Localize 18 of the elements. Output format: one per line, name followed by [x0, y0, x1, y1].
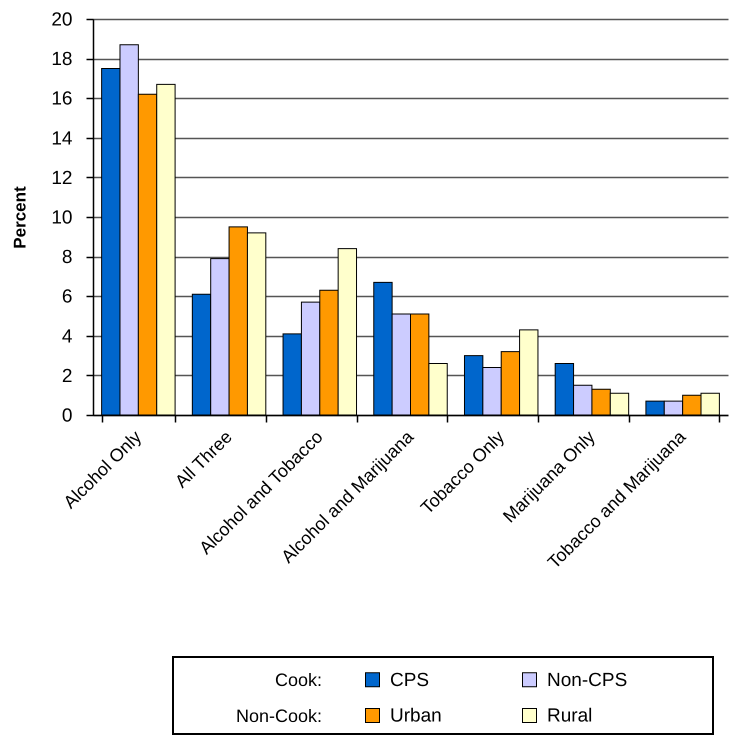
y-tick-label: 8 [62, 247, 72, 268]
y-tick-label: 2 [62, 366, 72, 387]
text: Cook: [274, 670, 322, 690]
y-tick-label: 20 [51, 10, 72, 30]
y-tick-label: 14 [51, 128, 73, 150]
text: Non-Cook: [236, 706, 322, 726]
legend-label: Non-CPS [547, 670, 628, 691]
y-tick-label: 16 [51, 88, 72, 110]
legend-label: Rural [547, 706, 592, 726]
y-tick-label: 0 [62, 406, 72, 426]
y-tick-label: 12 [51, 168, 72, 189]
y-tick-label: 18 [51, 49, 72, 70]
legend-label: CPS [390, 670, 430, 691]
y-tick-label: 4 [62, 326, 73, 348]
y-tick-label: 6 [62, 286, 72, 308]
y-tick-label: 10 [51, 208, 72, 228]
y-axis-title: Percent [10, 186, 30, 249]
legend-label: Urban [390, 706, 442, 726]
